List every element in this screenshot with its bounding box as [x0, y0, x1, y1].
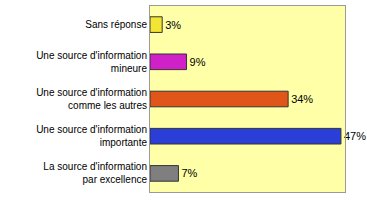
svg-text:Une source d'informationmineur: Une source d'informationmineure: [36, 50, 147, 74]
svg-text:9%: 9%: [190, 56, 206, 68]
svg-text:47%: 47%: [344, 130, 366, 142]
svg-text:Sans réponse: Sans réponse: [85, 19, 147, 30]
svg-text:Une source d'informationcomme: Une source d'informationcomme les autres: [36, 87, 147, 111]
svg-text:34%: 34%: [291, 93, 313, 105]
svg-text:7%: 7%: [181, 167, 197, 179]
svg-text:Une source d'informationimport: Une source d'informationimportante: [36, 124, 147, 148]
svg-text:3%: 3%: [165, 19, 181, 31]
svg-text:La source d'informationpar exc: La source d'informationpar excellence: [43, 161, 147, 185]
